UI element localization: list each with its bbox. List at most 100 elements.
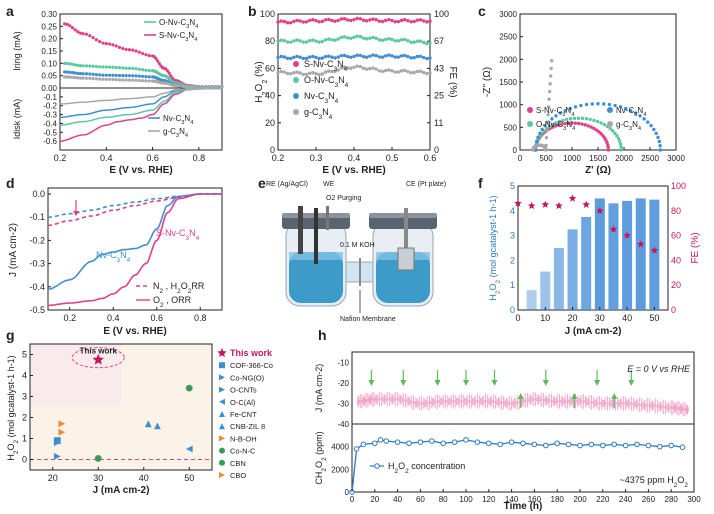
panel-b-ytick-right-label: 11 — [434, 118, 443, 128]
panel-h-ytick-bottom-label: 2000 — [331, 465, 349, 474]
panel-b-point-O-Nv-C3N4 — [279, 38, 283, 42]
panel-b-point-Nv-C3N4 — [301, 56, 306, 61]
panel-a-ring-point-Nv-C3N4 — [114, 73, 118, 77]
panel-c-tail-point — [547, 97, 551, 101]
panel-a-ring-point-g-C3N4 — [124, 78, 128, 82]
panel-e-label-re: RE (Ag/AgCl) — [266, 181, 308, 188]
panel-b-point-Nv-C3N4 — [352, 54, 356, 59]
panel-c-point-Nv-C3N4 — [633, 111, 638, 115]
panel-a-ring-point-g-C3N4 — [73, 76, 77, 80]
panel-a-ring-point-Nv-C3N4 — [124, 74, 128, 78]
panel-f-xtick-label: 0 — [515, 313, 520, 323]
panel-c-tail-point — [550, 58, 554, 63]
panel-a-ring-point-O-Nv-C3N4 — [131, 66, 135, 71]
panel-b-point-g-C3N4 — [314, 72, 318, 76]
panel-c-point-O-Nv-C3N4 — [619, 145, 623, 149]
panel-a-ring-point-O-Nv-C3N4 — [91, 64, 95, 68]
panel-h-concentration-point — [600, 442, 606, 449]
panel-c-point-O-Nv-C3N4 — [557, 119, 562, 124]
panel-c-point-O-Nv-C3N4 — [568, 117, 573, 121]
panel-h-concentration-point — [372, 440, 378, 447]
panel-b-point-S-Nv-C3N4 — [304, 20, 309, 24]
panel-a-ring-point-S-Nv-C3N4 — [169, 74, 173, 78]
panel-b-point-g-C3N4 — [380, 69, 385, 74]
panel-c-point-O-Nv-C3N4 — [561, 118, 565, 123]
panel-a-ring-point-O-Nv-C3N4 — [98, 65, 102, 69]
panel-c-point-O-Nv-C3N4 — [595, 119, 600, 124]
panel-g-legend-Co-NG(O): Co-NG(O) — [230, 373, 265, 382]
panel-c-point-O-Nv-C3N4 — [615, 134, 619, 138]
panel-c-point-O-Nv-C3N4 — [547, 124, 552, 129]
panel-b-point-S-Nv-C3N4 — [311, 18, 315, 22]
panel-a-ring-point-O-Nv-C3N4 — [144, 68, 148, 72]
panel-h-concentration-point — [554, 440, 561, 447]
panel-h-concentration-point — [377, 437, 384, 443]
panel-g-point-O-C(Al) — [185, 445, 193, 453]
panel-a-ring-point-S-Nv-C3N4 — [167, 71, 171, 75]
panel-h-xtick-label: 220 — [596, 495, 610, 504]
panel-a-ytick-bottom: -0.2 — [43, 102, 57, 111]
panel-b-point-g-C3N4 — [307, 71, 312, 75]
panel-h-xlabel: Time (h) — [504, 501, 543, 512]
panel-a-ring-point-g-C3N4 — [147, 79, 151, 83]
panel-b-point-g-C3N4 — [352, 65, 356, 69]
panel-c-tail-point — [547, 89, 552, 94]
panel-c-point-g-C3N4 — [544, 148, 548, 152]
panel-e-working-electrode — [314, 208, 318, 264]
panel-c-point-Nv-C3N4 — [584, 102, 589, 107]
panel-a-ring-point-S-Nv-C3N4 — [157, 61, 161, 66]
panel-a-xlabel: E (V vs. RHE) — [109, 165, 172, 176]
panel-d-ytick-label: 0.0 — [32, 189, 45, 199]
panel-g-ytick-label: 1 — [22, 434, 27, 444]
panel-b-point-g-C3N4 — [425, 71, 429, 76]
panel-b-legend-g-C3N4: g-C3N4 — [304, 107, 333, 121]
panel-b-point-S-Nv-C3N4 — [358, 17, 363, 21]
panel-f-ylabel: H2O2 (mol gcatalyst-1 h-1) — [488, 195, 502, 300]
panel-f-fe-star — [541, 200, 550, 208]
panel-g-legend-marker — [219, 398, 225, 405]
panel-b-point-S-Nv-C3N4 — [301, 20, 306, 24]
panel-a-ytick-bottom: -0.3 — [43, 111, 57, 120]
panel-c-point-Nv-C3N4 — [543, 123, 547, 128]
panel-h-top-frame — [351, 351, 695, 425]
panel-f-fe-star — [609, 225, 618, 233]
panel-c-legend-marker — [607, 121, 613, 127]
panel-h-refresh-arrow-head — [463, 380, 469, 386]
panel-b-point-g-C3N4 — [418, 69, 423, 73]
panel-c-legend-marker — [527, 121, 533, 127]
panel-h-concentration-point — [577, 442, 583, 449]
panel-a-ring-point-g-C3N4 — [111, 77, 115, 82]
panel-a-ring-point-g-C3N4 — [65, 75, 69, 79]
panel-b-point-O-Nv-C3N4 — [295, 38, 299, 42]
panel-f-ytick-label: 1 — [510, 280, 515, 290]
panel-a-ylabel-bottom: Idisk (mA) — [12, 99, 22, 140]
panel-b-point-Nv-C3N4 — [320, 56, 325, 60]
panel-b-point-O-Nv-C3N4 — [304, 40, 309, 44]
panel-label-h: h — [318, 327, 327, 343]
panel-h-xtick-label: 300 — [687, 495, 701, 504]
panel-b-point-S-Nv-C3N4 — [339, 17, 344, 21]
panel-b-point-Nv-C3N4 — [412, 55, 416, 60]
panel-a-ring-point-S-Nv-C3N4 — [147, 53, 151, 58]
panel-b-point-g-C3N4 — [374, 67, 378, 71]
panel-b-point-S-Nv-C3N4 — [349, 18, 353, 23]
panel-g-legend-N-B-OH: N-B-OH — [230, 434, 257, 443]
panel-d-line-S-Nv-C3N4 ORR — [47, 193, 222, 307]
panel-g-legend-marker — [219, 459, 225, 466]
panel-b-point-O-Nv-C3N4 — [368, 36, 372, 40]
panel-b-point-g-C3N4 — [377, 69, 382, 73]
panel-g-legend-CBO: CBO — [230, 471, 246, 480]
panel-b-point-O-Nv-C3N4 — [349, 36, 353, 40]
panel-c-point-O-Nv-C3N4 — [602, 122, 607, 127]
panel-a-ring-point-S-Nv-C3N4 — [70, 26, 75, 30]
panel-b-point-Nv-C3N4 — [314, 55, 318, 60]
panel-g-frame — [29, 343, 213, 471]
panel-c-point-Nv-C3N4 — [563, 108, 567, 113]
panel-b-point-g-C3N4 — [387, 68, 391, 72]
panel-h-refresh-arrow-head — [611, 393, 618, 399]
panel-b-point-S-Nv-C3N4 — [352, 17, 356, 22]
panel-c-legend-O-Nv-C3N4: O-Nv-C3N4 — [536, 120, 576, 132]
panel-a-ring-point-O-Nv-C3N4 — [70, 62, 75, 66]
panel-h-xtick-label: 40 — [393, 495, 402, 504]
panel-c-point-Nv-C3N4 — [624, 106, 628, 111]
